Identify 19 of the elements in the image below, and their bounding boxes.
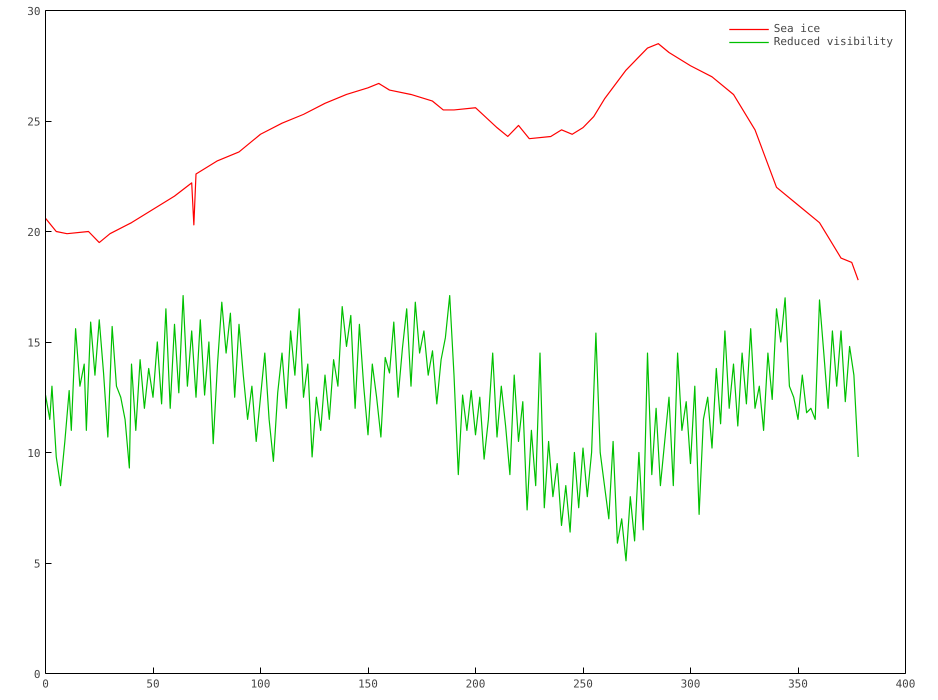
y-tick-label: 15 bbox=[27, 336, 41, 350]
x-tick-label: 0 bbox=[42, 678, 49, 690]
y-tick-label: 0 bbox=[34, 668, 40, 681]
y-tick-label: 25 bbox=[27, 116, 41, 128]
x-tick-label: 200 bbox=[466, 678, 486, 690]
x-tick-label: 150 bbox=[358, 678, 378, 690]
x-tick-label: 100 bbox=[250, 678, 270, 690]
x-tick-label: 350 bbox=[788, 678, 808, 690]
y-tick-label: 5 bbox=[34, 558, 40, 570]
y-tick-label: 20 bbox=[27, 226, 41, 239]
legend-label: Reduced visibility bbox=[774, 35, 893, 48]
y-tick-label: 30 bbox=[27, 5, 41, 18]
x-tick-label: 50 bbox=[146, 678, 160, 690]
x-tick-label: 250 bbox=[573, 678, 593, 690]
legend-label: Sea ice bbox=[774, 22, 820, 35]
y-tick-label: 10 bbox=[27, 447, 41, 460]
line-series bbox=[46, 294, 859, 562]
x-tick-label: 300 bbox=[680, 678, 700, 690]
x-tick-label: 400 bbox=[896, 678, 916, 690]
